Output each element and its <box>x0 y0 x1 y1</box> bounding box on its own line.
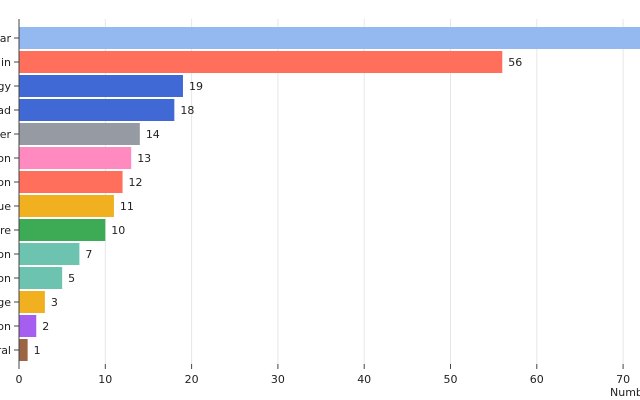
category-label: ge <box>0 296 11 309</box>
data-label: 18 <box>180 104 194 117</box>
x-tick-label: 60 <box>530 373 544 386</box>
bar <box>19 51 503 73</box>
data-label: 5 <box>68 272 75 285</box>
data-label: 10 <box>111 224 125 237</box>
x-tick-label: 70 <box>616 373 630 386</box>
bar <box>19 147 132 169</box>
bars <box>19 27 640 361</box>
data-label: 3 <box>51 296 58 309</box>
x-axis: 0 10 20 30 40 50 60 70 <box>16 364 630 386</box>
x-tick-label: 0 <box>16 373 23 386</box>
bar <box>19 171 123 193</box>
data-label: 14 <box>146 128 160 141</box>
bar <box>19 99 175 121</box>
data-label: 13 <box>137 152 151 165</box>
x-tick-label: 10 <box>98 373 112 386</box>
bar <box>19 27 640 49</box>
data-label: 12 <box>129 176 143 189</box>
category-label: on <box>0 272 11 285</box>
category-label: ad <box>0 104 11 117</box>
category-label: gy <box>0 80 11 93</box>
bar <box>19 123 140 145</box>
category-label: ral <box>0 344 11 357</box>
bar <box>19 219 106 241</box>
bar <box>19 315 37 337</box>
category-label: on <box>0 248 11 261</box>
category-label: er <box>0 128 11 141</box>
category-label: on <box>0 176 11 189</box>
x-tick-label: 50 <box>444 373 458 386</box>
data-label: 2 <box>42 320 49 333</box>
data-label: 19 <box>189 80 203 93</box>
bar <box>19 195 114 217</box>
category-axis: ar in gy ad er on on ue re on on ge on ral <box>0 19 20 364</box>
data-label: 7 <box>85 248 92 261</box>
x-tick-label: 40 <box>357 373 371 386</box>
gridlines <box>104 19 624 364</box>
category-label: ar <box>0 32 11 45</box>
data-label: 1 <box>34 344 41 357</box>
category-label: on <box>0 320 11 333</box>
bar <box>19 75 183 97</box>
bar <box>19 291 45 313</box>
x-tick-label: 20 <box>185 373 199 386</box>
category-label: in <box>1 56 11 69</box>
category-label: re <box>0 224 11 237</box>
bar <box>19 267 63 289</box>
category-label: on <box>0 152 11 165</box>
data-label: 11 <box>120 200 134 213</box>
x-tick-label: 30 <box>271 373 285 386</box>
data-label: 56 <box>508 56 522 69</box>
x-axis-title: Numb <box>610 386 640 399</box>
bar <box>19 339 28 361</box>
category-label: ue <box>0 200 11 213</box>
bar <box>19 243 80 265</box>
